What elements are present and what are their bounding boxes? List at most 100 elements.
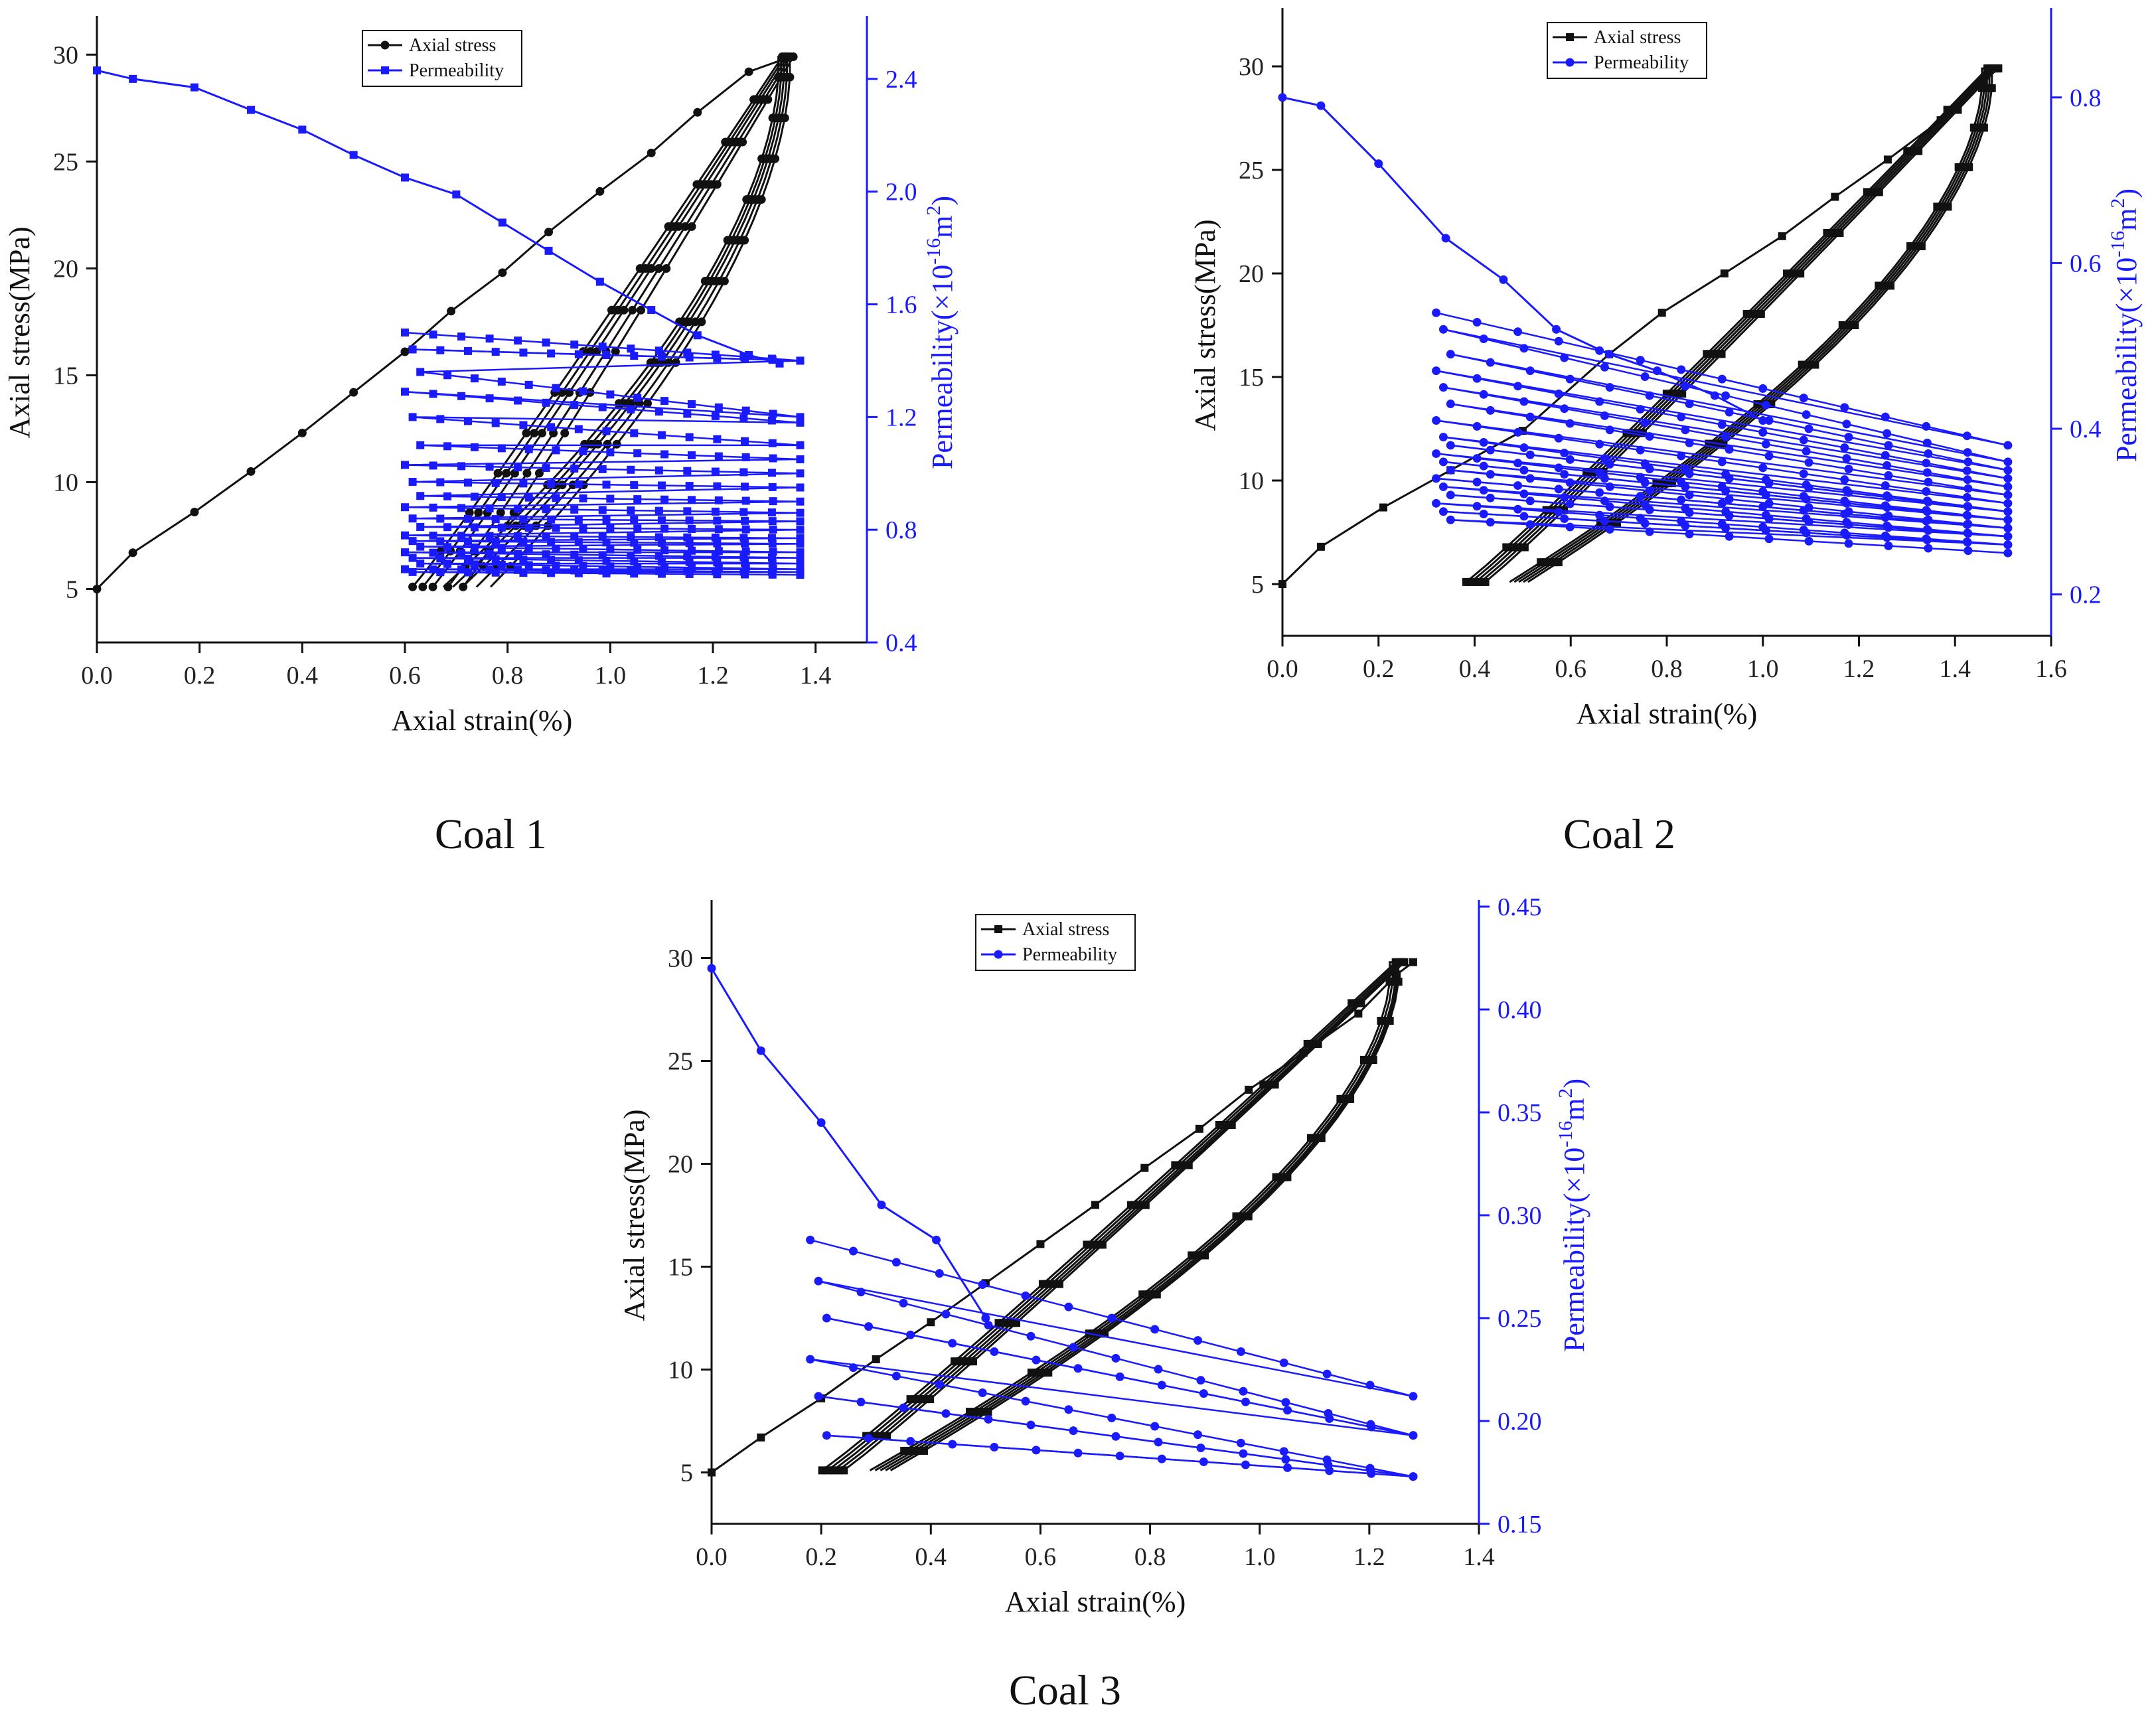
permeability-point <box>497 493 506 502</box>
legend-box <box>362 30 522 87</box>
permeability-point <box>1446 515 1455 524</box>
y2-tick-label: 2.4 <box>886 66 917 94</box>
permeability-point <box>660 524 669 533</box>
permeability-point <box>1486 358 1495 367</box>
permeability-point <box>1804 517 1813 526</box>
permeability-point <box>693 331 702 340</box>
permeability-point <box>579 524 587 532</box>
permeability-point <box>1681 382 1690 391</box>
permeability-point <box>741 406 750 415</box>
permeability-point <box>464 537 473 546</box>
permeability-point <box>1486 470 1495 479</box>
stress-point <box>927 1318 935 1327</box>
stress-point <box>607 305 616 315</box>
permeability-point <box>1963 538 1972 547</box>
stress-point <box>693 108 702 117</box>
y2-tick-label: 0.4 <box>2070 415 2102 443</box>
permeability-point <box>1764 416 1774 425</box>
permeability-point <box>1519 512 1529 521</box>
permeability-point <box>1844 539 1853 548</box>
permeability-point <box>1802 410 1811 419</box>
permeability-point <box>856 1397 866 1406</box>
permeability-point <box>1472 477 1482 486</box>
stress-point <box>190 508 199 517</box>
permeability-point <box>713 570 722 579</box>
permeability-point <box>1677 365 1686 374</box>
permeability-point <box>457 333 466 341</box>
permeability-point <box>1554 433 1563 443</box>
permeability-point <box>1685 508 1694 518</box>
permeability-point <box>1645 391 1654 400</box>
permeability-point <box>1513 481 1523 490</box>
permeability-point <box>401 461 409 469</box>
permeability-point <box>1367 1469 1376 1478</box>
stress-point <box>1354 1009 1363 1018</box>
permeability-point <box>627 405 635 413</box>
permeability-point <box>1804 483 1813 492</box>
stress-point <box>757 195 766 204</box>
permeability-point <box>1600 516 1609 526</box>
permeability-point <box>713 482 722 490</box>
permeability-point <box>1525 412 1535 421</box>
stress-point <box>926 1395 935 1404</box>
permeability-point <box>1840 509 1849 518</box>
permeability-point <box>1922 507 1932 516</box>
permeability-point <box>630 516 639 524</box>
permeability-point <box>1479 461 1488 471</box>
permeability-point <box>1438 457 1448 467</box>
permeability-point <box>547 349 556 358</box>
permeability-point <box>741 539 749 548</box>
permeability-point <box>457 504 466 512</box>
permeability-cycle-line <box>1436 403 2009 496</box>
permeability-point <box>1194 1430 1203 1440</box>
permeability-point <box>657 431 666 439</box>
permeability-point <box>1761 439 1770 449</box>
permeability-point <box>1883 503 1892 512</box>
permeability-point <box>464 346 473 355</box>
permeability-point <box>1922 516 1931 526</box>
x-tick-label: 0.2 <box>805 1543 837 1571</box>
permeability-point <box>1725 474 1734 483</box>
permeability-point <box>654 506 663 515</box>
permeability-point <box>606 562 615 571</box>
permeability-cycle-line <box>405 562 801 570</box>
x-tick-label: 1.4 <box>1940 655 1971 683</box>
permeability-point <box>1840 443 1849 453</box>
permeability-point <box>941 1409 951 1418</box>
stress-point <box>1875 188 1883 196</box>
stress-point <box>1091 1201 1099 1209</box>
stress-point <box>763 95 773 104</box>
permeability-point <box>1595 488 1604 497</box>
permeability-point <box>899 1298 908 1307</box>
stress-point <box>951 1357 959 1366</box>
x-tick-label: 0.0 <box>1267 655 1298 683</box>
x-tick-label: 0.0 <box>81 662 113 690</box>
permeability-point <box>1640 519 1650 528</box>
permeability-point <box>602 481 611 489</box>
permeability-point <box>2003 548 2013 558</box>
permeability-point <box>741 525 750 534</box>
stress-point <box>684 317 694 327</box>
permeability-point <box>552 384 560 392</box>
permeability-point <box>1472 502 1482 511</box>
stress-point <box>474 508 483 517</box>
permeability-point <box>93 66 101 75</box>
stress-point <box>1883 155 1892 164</box>
permeability-point <box>491 515 500 524</box>
permeability-point <box>1519 489 1529 498</box>
permeability-point <box>429 461 437 470</box>
permeability-point <box>633 546 642 554</box>
stress-point <box>637 305 646 315</box>
stress-point <box>538 429 547 438</box>
permeability-point <box>298 125 307 134</box>
permeability-point <box>1107 1413 1116 1422</box>
stress-point <box>560 429 570 438</box>
permeability-point <box>1924 498 1933 507</box>
permeability-point <box>464 554 473 563</box>
y-tick-label: 30 <box>668 945 693 973</box>
permeability-point <box>1565 419 1575 428</box>
stress-point <box>1965 163 1973 171</box>
permeability-point <box>519 421 528 429</box>
permeability-point <box>542 338 550 347</box>
